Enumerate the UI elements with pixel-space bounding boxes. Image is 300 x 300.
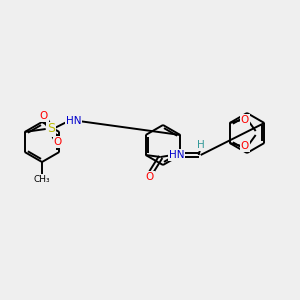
Text: O: O xyxy=(146,172,154,182)
Text: HN: HN xyxy=(169,150,184,160)
Text: O: O xyxy=(241,141,249,151)
Text: O: O xyxy=(241,115,249,125)
Text: S: S xyxy=(47,122,55,136)
Text: O: O xyxy=(40,111,48,121)
Text: H: H xyxy=(197,140,205,150)
Text: HN: HN xyxy=(66,116,81,126)
Text: O: O xyxy=(54,137,62,147)
Text: CH₃: CH₃ xyxy=(34,175,50,184)
